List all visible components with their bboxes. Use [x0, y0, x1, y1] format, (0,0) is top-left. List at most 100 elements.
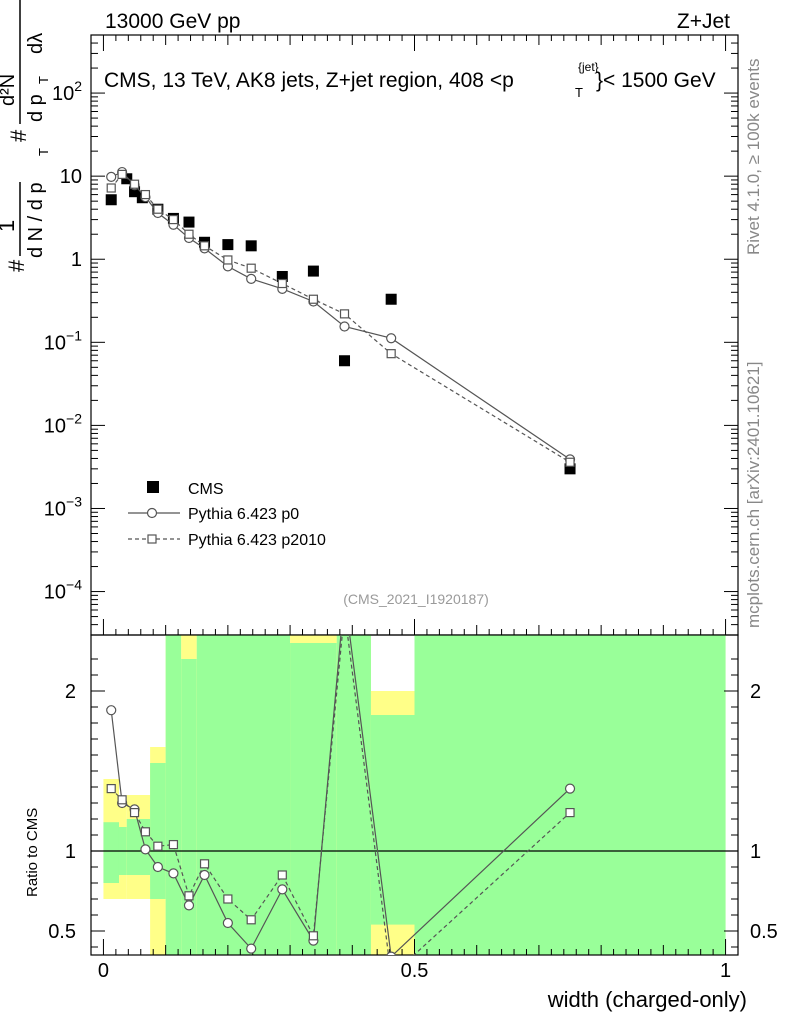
ratio-uncertainty-bands — [103, 635, 726, 955]
ratio-p2010-point — [223, 894, 233, 904]
p2010-data-point — [339, 309, 350, 319]
main-series — [105, 166, 576, 475]
ratio-band-inner — [290, 643, 337, 955]
ratio-p2010-point — [277, 870, 287, 880]
main-title-sup: {jet} — [578, 60, 599, 74]
ylabel-denominator: d N / d p — [25, 182, 47, 258]
ratio-ylabel: Ratio to CMS — [24, 808, 41, 897]
main-ytick-label: 10−4 — [44, 577, 82, 604]
cms-data-point — [276, 270, 288, 282]
ratio-ytick-label: 2 — [65, 681, 76, 703]
ratio-band-inner — [370, 715, 415, 925]
p0-data-point — [339, 321, 350, 332]
legend-p0-label: Pythia 6.423 p0 — [188, 506, 299, 523]
ratio-p2010-point — [117, 795, 127, 805]
ratio-p2010-point — [153, 841, 163, 851]
xtick-label: 1 — [720, 960, 731, 982]
ratio-p2010-point — [341, 607, 349, 615]
series-pythia-6-423-p2010 — [106, 169, 575, 467]
p2010-data-point — [565, 457, 575, 467]
p2010-data-point — [199, 241, 210, 251]
ratio-band-inner — [336, 635, 371, 955]
ratio-p0-point — [199, 869, 210, 881]
mcplots-source-label: mcplots.cern.ch [arXiv:2401.10621] — [744, 362, 763, 628]
ratio-p0-point — [168, 868, 179, 879]
ylabel-hash: # — [4, 259, 29, 272]
ratio-band-inner — [150, 763, 166, 899]
ratio-p0-point — [140, 844, 151, 855]
ratio-ytick-label-right: 0.5 — [750, 921, 778, 943]
ratio-p2010-point — [387, 972, 395, 980]
cms-data-point — [339, 355, 351, 367]
ratio-p0-point — [152, 861, 163, 873]
ratio-p2010-point — [168, 839, 179, 850]
header-energy-label: 13000 GeV pp — [105, 10, 240, 33]
cms-data-point — [307, 265, 319, 277]
ratio-ytick-label-right: 2 — [750, 681, 761, 703]
cms-data-point — [222, 239, 234, 251]
ratio-band-inner — [181, 659, 197, 955]
ratio-p2010-point — [129, 807, 140, 818]
p2010-data-point — [223, 255, 233, 265]
ratio-band-inner — [103, 822, 119, 883]
ylabel-dlambda: dλ — [25, 33, 47, 54]
cms-data-point — [129, 186, 141, 198]
legend-p0-marker — [146, 507, 158, 519]
ratio-p2010-point — [106, 783, 116, 794]
p2010-data-point — [184, 229, 194, 239]
ratio-p0-point — [222, 917, 233, 929]
p2010-data-point — [153, 204, 163, 214]
main-ytick-label: 10 — [60, 166, 82, 188]
cms-data-point — [183, 216, 195, 228]
p2010-data-point — [246, 263, 256, 273]
p0-data-point — [106, 171, 117, 182]
main-ylabel: # 1 d N / d p T # d²N d p T dλ — [0, 0, 51, 272]
analysis-watermark: (CMS_2021_I1920187) — [343, 591, 489, 607]
x-axis-label: width (charged-only) — [547, 987, 747, 1012]
ratio-p2010-point — [199, 859, 210, 869]
legend-p2010-label: Pythia 6.423 p2010 — [188, 532, 326, 549]
legend: CMS Pythia 6.423 p0 Pythia 6.423 p2010 — [128, 481, 326, 549]
main-title-sub: T — [575, 85, 583, 100]
main-ytick-label: 10−3 — [44, 493, 82, 520]
ylabel-dpt-sub: T — [36, 76, 51, 84]
p2010-data-point — [277, 278, 287, 289]
ratio-series — [106, 607, 576, 980]
ratio-p0-point — [183, 900, 195, 911]
ylabel-denominator-sub: T — [36, 148, 51, 156]
cms-data-point — [385, 293, 397, 305]
ratio-p0-point — [246, 943, 257, 954]
ylabel-d2n: d²N — [0, 74, 19, 106]
legend-p2010-marker — [147, 534, 157, 544]
cms-data-point — [245, 240, 257, 252]
main-ytick-label: 10−2 — [44, 410, 82, 437]
ratio-p0-point — [386, 951, 397, 955]
main-title: CMS, 13 TeV, AK8 jets, Z+jet region, 408… — [104, 60, 716, 100]
main-axis-ticks: 10−4 10−3 10−2 10−1 1 10 102 — [44, 34, 738, 636]
cms-data-point — [564, 463, 576, 475]
p0-data-point — [386, 333, 397, 344]
main-ytick-label: 10−1 — [44, 327, 82, 354]
p2010-data-point — [106, 183, 116, 193]
ratio-pythia-6-423-p2010 — [106, 607, 575, 980]
ratio-band-inner — [414, 635, 726, 955]
p2010-data-point — [308, 294, 319, 304]
rivet-version-label: Rivet 4.1.0, ≥ 100k events — [744, 59, 763, 255]
ratio-p2010-point — [565, 807, 575, 818]
p2010-data-point — [140, 189, 151, 200]
main-title-prefix: CMS, 13 TeV, AK8 jets, Z+jet region, 408… — [104, 69, 514, 92]
p2010-data-point — [129, 179, 140, 189]
p0-data-point — [246, 273, 257, 284]
ratio-p2010-point — [184, 891, 194, 901]
main-ytick-label: 1 — [71, 249, 82, 271]
xtick-label: 0 — [98, 960, 109, 982]
p2010-data-point — [117, 169, 127, 179]
ratio-ytick-label-right: 1 — [750, 841, 761, 863]
p2010-data-point — [168, 214, 179, 225]
ratio-band-inner — [196, 635, 291, 955]
p2010-data-point — [386, 349, 396, 359]
ratio-p0-point — [106, 705, 117, 716]
main-title-suffix: }< 1500 GeV — [596, 69, 716, 92]
ratio-ytick-label: 0.5 — [48, 921, 76, 943]
